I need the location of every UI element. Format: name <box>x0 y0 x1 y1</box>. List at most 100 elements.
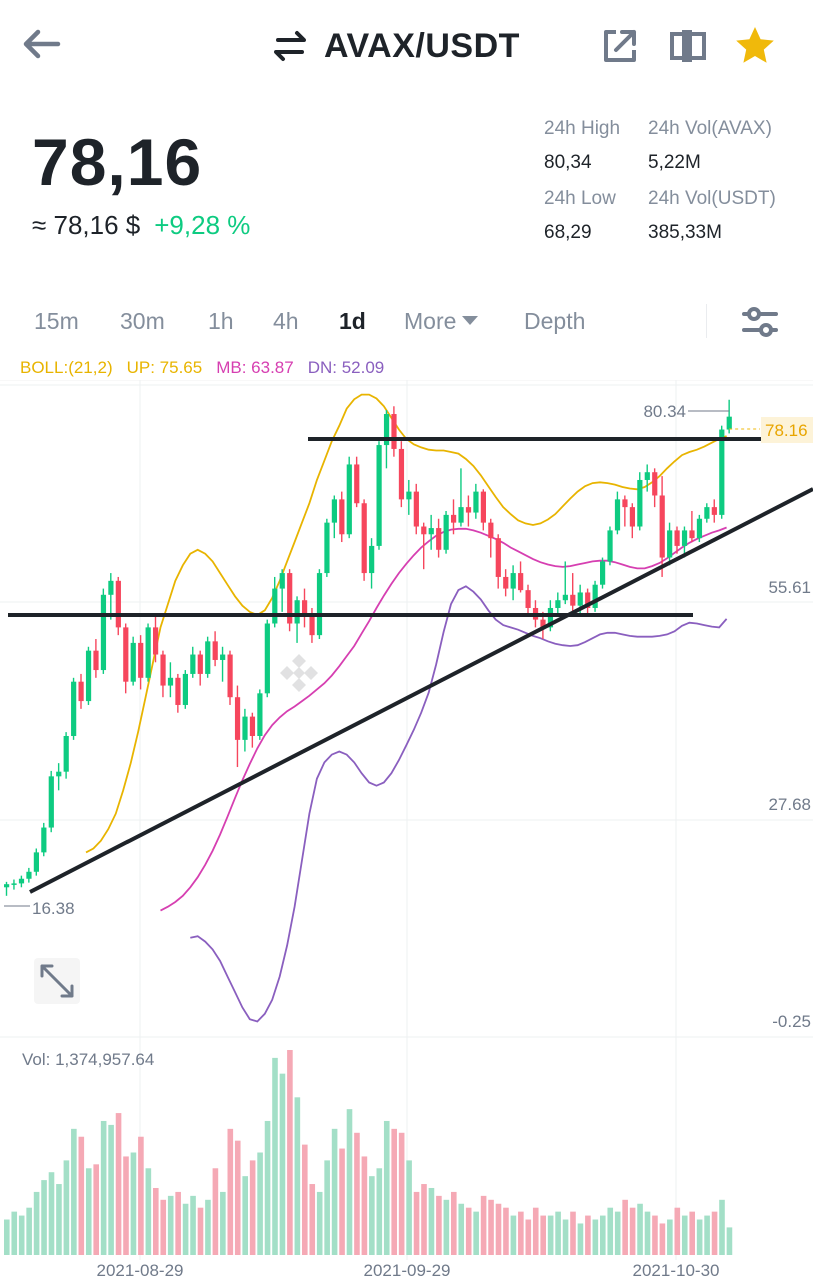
volume-bar <box>406 1160 412 1255</box>
candle-body <box>309 615 315 636</box>
candle-body <box>704 507 710 519</box>
candle-body <box>205 641 211 674</box>
x-tick-label: 2021-09-29 <box>364 1261 451 1280</box>
candle-body <box>555 600 561 608</box>
candle-body <box>48 776 54 828</box>
volume-bar <box>570 1211 576 1255</box>
volume-bar <box>234 1140 241 1255</box>
candle-body <box>398 448 405 500</box>
volume-bar <box>33 1191 40 1255</box>
volume-bar <box>376 1168 383 1255</box>
candle-body <box>480 491 486 523</box>
tab-more-label: More <box>404 308 457 334</box>
volume-bar <box>4 1219 10 1255</box>
volume-bar <box>644 1211 651 1255</box>
swap-arrows-icon <box>274 31 306 61</box>
candle-body <box>287 573 293 624</box>
candle-body <box>622 499 628 508</box>
tab-30m[interactable]: 30m <box>120 308 165 334</box>
volume-bar <box>63 1160 70 1255</box>
boll-params: BOLL:(21,2) <box>20 358 113 377</box>
tab-divider <box>706 304 707 338</box>
candle-body <box>451 514 457 523</box>
kline-chart[interactable]: 83.53 55.61 27.68 -0.25 2021-08-29 2021-09-29… <box>0 380 813 1280</box>
candle-body <box>667 530 673 558</box>
tab-1d[interactable]: 1d <box>339 308 366 334</box>
candle-body <box>585 592 591 608</box>
volume-bar <box>242 1176 248 1255</box>
stat-low-label: 24h Low <box>544 188 616 209</box>
candle-body <box>369 545 375 574</box>
candle-body <box>316 573 323 636</box>
volume-bar <box>220 1191 226 1255</box>
candle-body <box>577 592 583 606</box>
arrow-left-icon <box>23 29 61 59</box>
volume-bar <box>667 1219 673 1255</box>
candle-body <box>503 576 509 589</box>
binance-logo-icon <box>280 654 318 692</box>
x-tick-label: 2021-08-29 <box>97 1261 184 1280</box>
boll-mb: MB: 63.87 <box>216 358 294 377</box>
volume-bar <box>555 1211 561 1255</box>
volume-bar <box>577 1223 584 1255</box>
last-price-tag-label: 78.16 <box>765 421 808 440</box>
volume-bar <box>540 1215 546 1255</box>
candle-body <box>160 654 166 686</box>
chart-settings-button[interactable] <box>740 304 780 340</box>
volume-bar <box>130 1152 137 1255</box>
candle-body <box>436 528 442 550</box>
volume-bar <box>145 1168 152 1255</box>
pair-title: AVAX/USDT <box>324 26 520 65</box>
tab-depth[interactable]: Depth <box>524 308 586 334</box>
candle-body <box>63 735 69 772</box>
last-price: 78,16 <box>32 125 203 199</box>
layout-button[interactable] <box>668 26 708 66</box>
pair-selector[interactable]: AVAX/USDT <box>270 22 520 70</box>
fullscreen-button[interactable] <box>34 958 80 1004</box>
volume-bar <box>78 1136 85 1255</box>
candle-body <box>339 499 345 535</box>
y-tick-label: -0.25 <box>772 1012 811 1031</box>
candle-body <box>93 650 99 671</box>
candle-body <box>324 522 330 574</box>
candle-body <box>674 530 680 546</box>
candle-body <box>115 580 121 628</box>
candle-body <box>540 619 546 628</box>
candle-body <box>719 429 725 515</box>
volume-bar <box>436 1195 442 1255</box>
volume-bar <box>659 1223 666 1255</box>
candle-body <box>294 600 300 624</box>
volume-bar <box>279 1073 286 1255</box>
volume-bar <box>175 1191 181 1255</box>
volume-bar <box>212 1168 219 1255</box>
caret-down-icon <box>462 316 479 326</box>
favorite-button[interactable] <box>733 24 777 68</box>
tab-4h[interactable]: 4h <box>273 308 299 334</box>
volume-bar <box>41 1180 47 1255</box>
candle-body <box>100 594 107 671</box>
boll-dn-line <box>190 585 728 1023</box>
tab-1h[interactable]: 1h <box>208 308 234 334</box>
share-button[interactable] <box>600 26 640 66</box>
volume-bar <box>681 1215 688 1255</box>
y-tick-label: 55.61 <box>768 578 811 597</box>
volume-bar <box>518 1211 524 1255</box>
boll-legend: BOLL:(21,2) UP: 75.65 MB: 63.87 DN: 52.0… <box>20 358 384 378</box>
candle-body <box>145 627 151 678</box>
candle-body <box>242 716 248 740</box>
tab-15m[interactable]: 15m <box>34 308 79 334</box>
volume-bar <box>704 1215 710 1255</box>
candle-body <box>592 584 598 608</box>
volume-bar <box>443 1199 450 1255</box>
candle-body <box>130 642 136 682</box>
back-button[interactable] <box>18 24 66 64</box>
volume-bar <box>48 1172 55 1255</box>
volume-label: Vol: 1,374,957.64 <box>22 1050 155 1069</box>
tab-more[interactable]: More <box>404 308 479 335</box>
volume-bar <box>272 1057 278 1255</box>
volume-bar <box>361 1156 368 1255</box>
volume-bar <box>190 1195 196 1255</box>
volume-bar <box>510 1215 517 1255</box>
volume-bar <box>123 1156 129 1255</box>
volume-bar <box>532 1207 539 1255</box>
